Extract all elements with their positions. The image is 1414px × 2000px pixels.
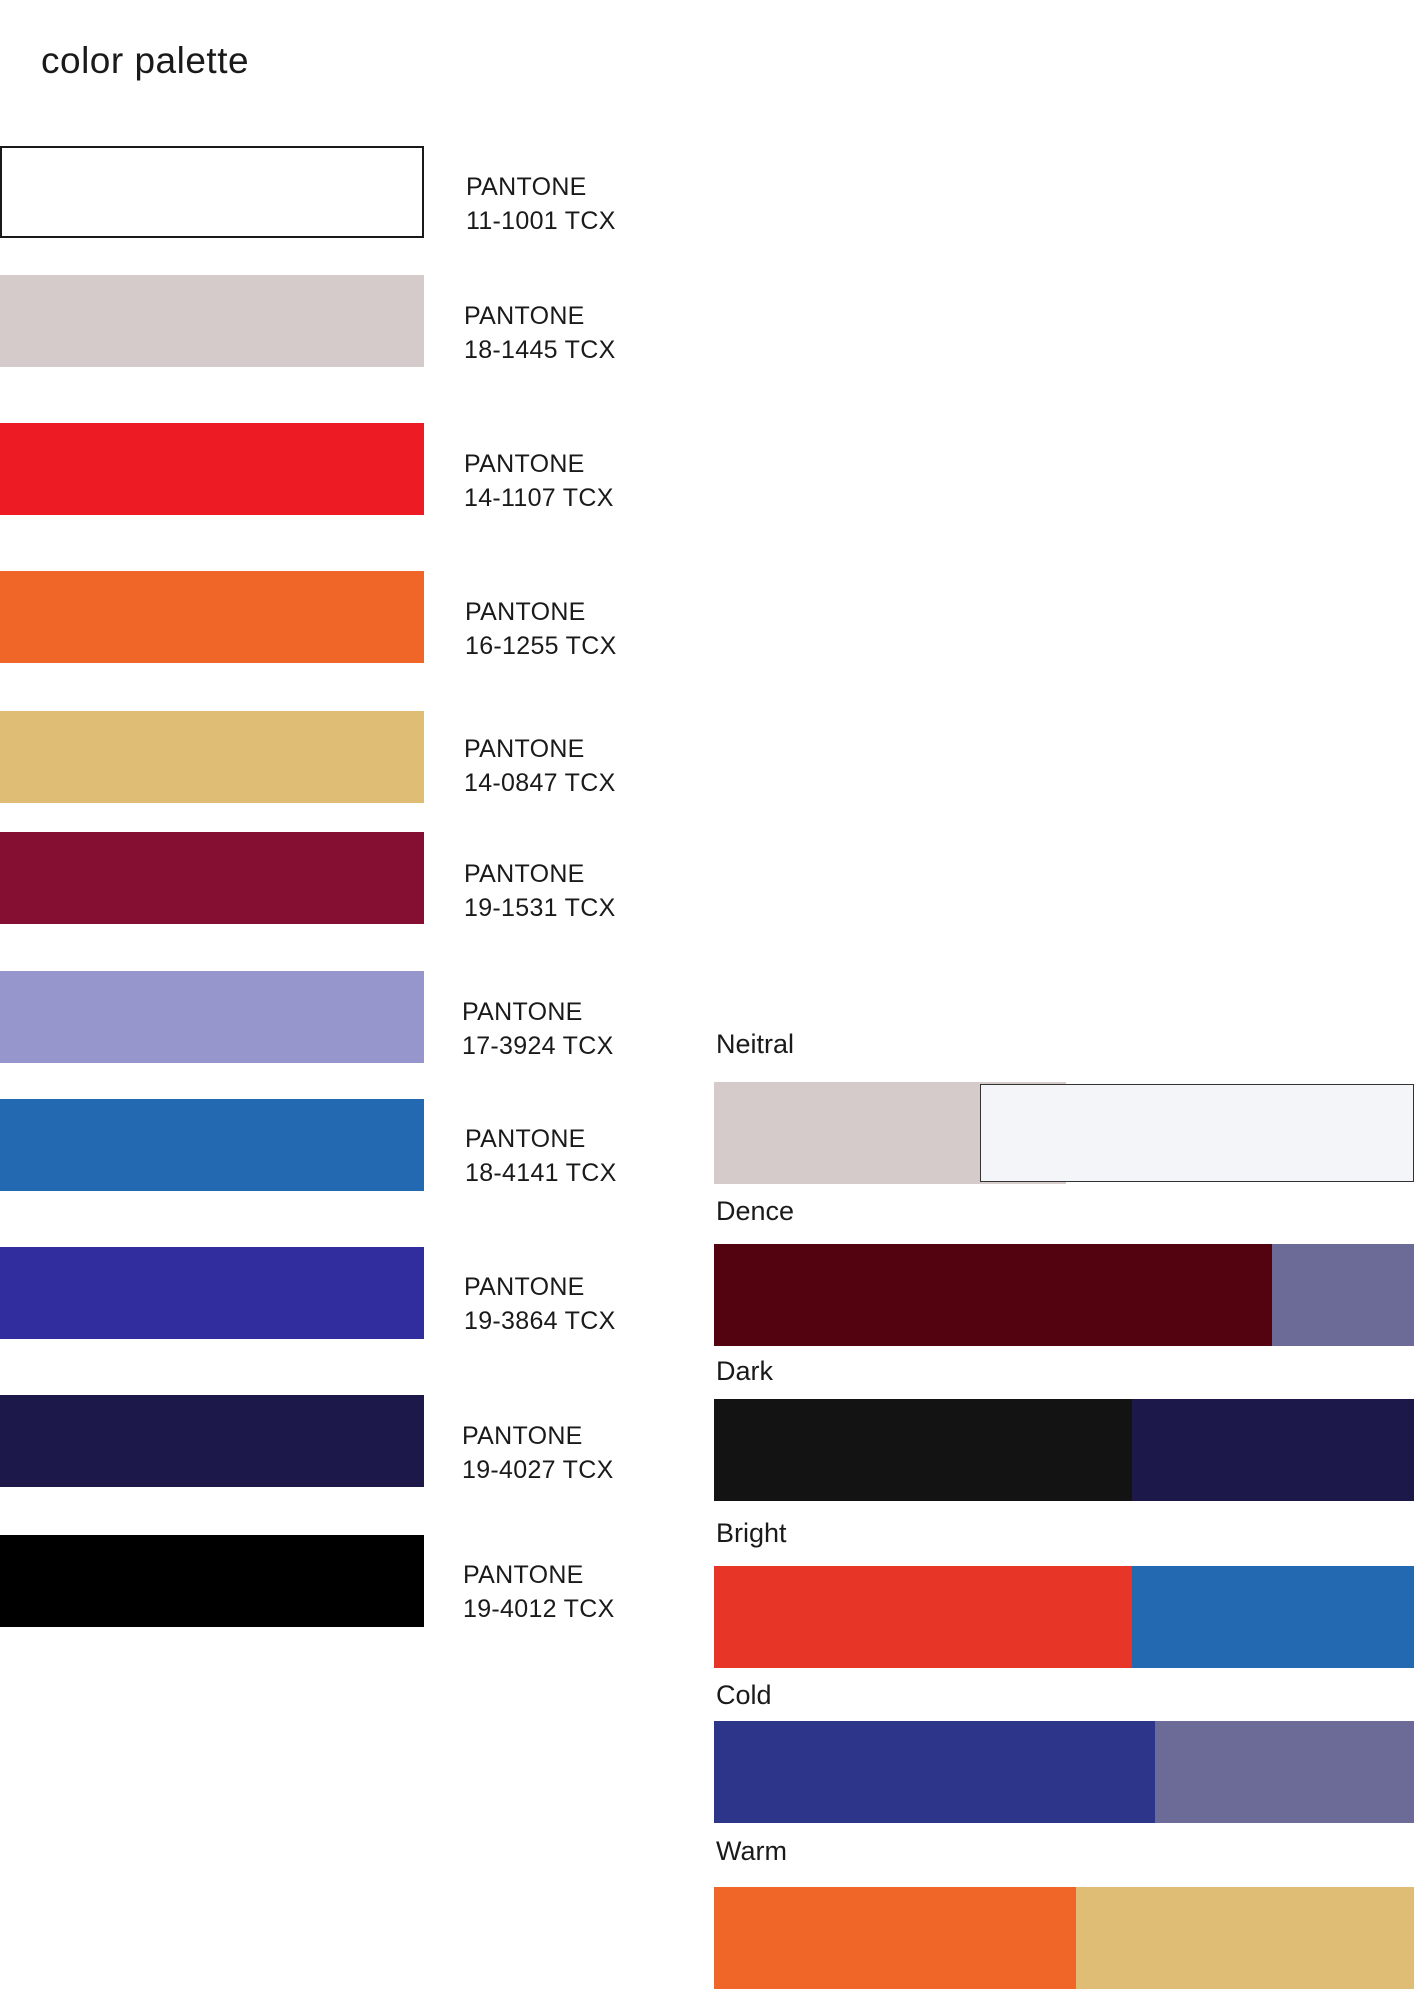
swatch-code: 18-1445 TCX <box>464 336 616 364</box>
color-swatch <box>0 571 424 663</box>
combination-bar <box>714 1887 1414 1989</box>
combination-bar <box>714 1244 1414 1346</box>
combination-color-b <box>1272 1244 1414 1346</box>
swatch-brand: PANTONE <box>465 598 586 626</box>
color-swatch <box>0 423 424 515</box>
color-swatch <box>0 1099 424 1191</box>
combination-color-a <box>714 1244 1272 1346</box>
combination-color-b <box>1155 1721 1414 1823</box>
swatch-brand: PANTONE <box>465 1125 586 1153</box>
swatch-code: 11-1001 TCX <box>466 207 616 235</box>
combination-color-a <box>714 1887 1076 1989</box>
color-swatch <box>0 971 424 1063</box>
combination-bar <box>714 1721 1414 1823</box>
swatch-label: PANTONE 16-1255 TCX <box>465 595 617 663</box>
page-title: color palette <box>41 40 250 81</box>
combination-label: Bright <box>716 1518 787 1548</box>
swatch-code: 19-3864 TCX <box>464 1307 616 1335</box>
color-swatch <box>0 711 424 803</box>
swatch-brand: PANTONE <box>462 998 583 1026</box>
swatch-label: PANTONE 19-4027 TCX <box>462 1419 614 1487</box>
color-swatch <box>0 1247 424 1339</box>
swatch-brand: PANTONE <box>466 173 587 201</box>
swatch-brand: PANTONE <box>463 1561 584 1589</box>
color-swatch <box>0 146 424 238</box>
swatch-label: PANTONE 17-3924 TCX <box>462 995 614 1063</box>
combination-label: Warm <box>716 1836 787 1866</box>
swatch-label: PANTONE 18-4141 TCX <box>465 1122 617 1190</box>
swatch-code: 17-3924 TCX <box>462 1032 614 1060</box>
swatch-code: 19-4027 TCX <box>462 1456 614 1484</box>
combination-color-b <box>1132 1399 1414 1501</box>
combination-label: Cold <box>716 1680 772 1710</box>
combination-bar <box>714 1399 1414 1501</box>
combination-label: Dark <box>716 1356 774 1386</box>
swatch-label: PANTONE 14-0847 TCX <box>464 732 616 800</box>
swatch-label: PANTONE 11-1001 TCX <box>466 170 616 238</box>
swatch-code: 19-1531 TCX <box>464 894 616 922</box>
swatch-code: 14-1107 TCX <box>464 484 614 512</box>
combination-color-b <box>1132 1566 1414 1668</box>
combination-label: Neitral <box>716 1029 795 1059</box>
swatch-brand: PANTONE <box>462 1422 583 1450</box>
swatch-code: 18-4141 TCX <box>465 1159 617 1187</box>
swatch-brand: PANTONE <box>464 302 585 330</box>
combination-color-b <box>980 1084 1414 1182</box>
swatch-brand: PANTONE <box>464 450 585 478</box>
swatch-label: PANTONE 19-1531 TCX <box>464 857 616 925</box>
combination-bar <box>714 1082 1414 1184</box>
color-swatch <box>0 275 424 367</box>
swatch-brand: PANTONE <box>464 1273 585 1301</box>
combination-color-a <box>714 1399 1132 1501</box>
combination-bar <box>714 1566 1414 1668</box>
swatch-code: 16-1255 TCX <box>465 632 617 660</box>
swatch-brand: PANTONE <box>464 735 585 763</box>
swatch-code: 14-0847 TCX <box>464 769 616 797</box>
color-swatch <box>0 1535 424 1627</box>
combination-label: Dence <box>716 1196 795 1226</box>
swatch-label: PANTONE 19-3864 TCX <box>464 1270 616 1338</box>
color-swatch <box>0 832 424 924</box>
combination-color-b <box>1076 1887 1414 1989</box>
swatch-code: 19-4012 TCX <box>463 1595 615 1623</box>
swatch-label: PANTONE 19-4012 TCX <box>463 1558 615 1626</box>
combination-color-a <box>714 1566 1132 1668</box>
swatch-label: PANTONE 14-1107 TCX <box>464 447 614 515</box>
color-swatch <box>0 1395 424 1487</box>
combination-color-a <box>714 1721 1155 1823</box>
swatch-label: PANTONE 18-1445 TCX <box>464 299 616 367</box>
swatch-brand: PANTONE <box>464 860 585 888</box>
